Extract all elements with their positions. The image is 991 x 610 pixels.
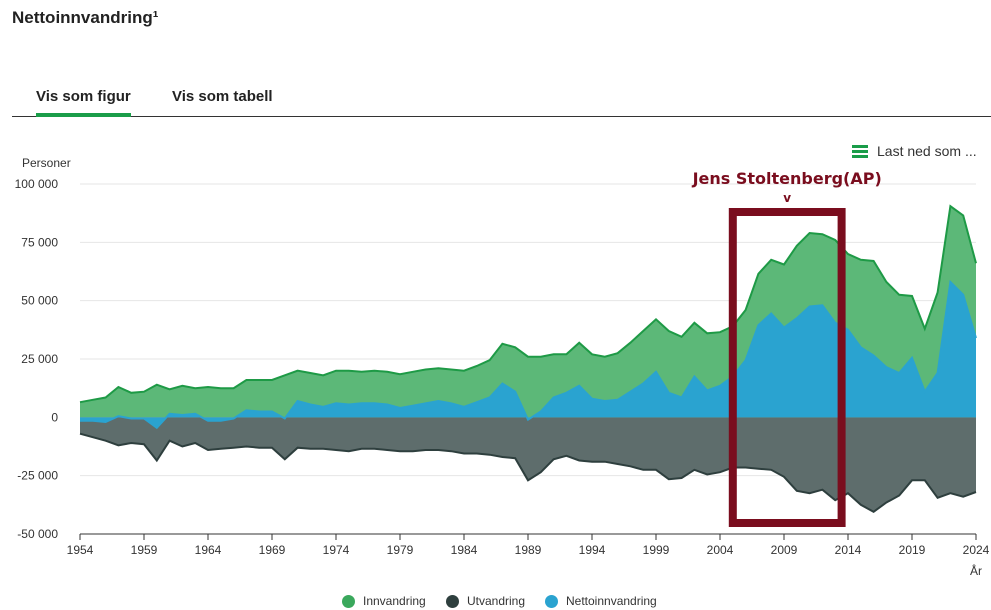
x-tick-label: 2024	[963, 543, 990, 557]
legend-label: Innvandring	[363, 594, 426, 608]
tab-table[interactable]: Vis som tabell	[172, 88, 273, 105]
annotation-label: Jens Stoltenberg(AP)	[692, 169, 882, 188]
legend-label: Utvandring	[467, 594, 526, 608]
page-title: Nettoinnvandring¹	[12, 8, 159, 27]
annotation-box	[728, 208, 846, 527]
x-tick-label: 1959	[131, 543, 158, 557]
x-tick-label: 1974	[323, 543, 350, 557]
chart: 100 000 75 000 50 000 25 000 0 -25 000 -50 000…	[15, 156, 990, 578]
tab-figure[interactable]: Vis som figur	[36, 88, 131, 117]
y-tick-label: -50 000	[17, 527, 58, 541]
x-axis-label: År	[970, 563, 982, 578]
y-axis-label: Personer	[22, 156, 71, 170]
y-tick-label: 75 000	[21, 235, 58, 249]
legend-item-utvandring[interactable]: Utvandring	[446, 594, 525, 608]
download-menu-button[interactable]: Last ned som ...	[852, 143, 977, 159]
x-tick-label: 1984	[451, 543, 478, 557]
series-line-nettoinnvandring	[80, 279, 977, 430]
y-tick-label: 0	[51, 410, 58, 424]
annotation-arrow: v	[783, 191, 791, 205]
x-tick-label: 1964	[195, 543, 222, 557]
legend-dot-icon	[446, 594, 459, 608]
x-tick-label: 2019	[899, 543, 926, 557]
view-tabs: Vis som figur Vis som tabell	[12, 86, 991, 117]
x-tick-label: 1999	[643, 543, 670, 557]
legend-item-innvandring[interactable]: Innvandring	[342, 594, 426, 608]
y-tick-label: 25 000	[21, 352, 58, 366]
y-tick-label: 50 000	[21, 294, 58, 308]
series-line-utvandring	[79, 432, 977, 513]
x-tick-label: 2004	[707, 543, 734, 557]
series-area-utvandring	[80, 417, 976, 512]
x-tick-label: 2009	[771, 543, 798, 557]
download-label: Last ned som ...	[877, 143, 977, 159]
x-tick-label: 1979	[387, 543, 414, 557]
y-tick-label: -25 000	[17, 469, 58, 483]
legend-label: Nettoinnvandring	[566, 594, 657, 608]
series-area-nettoinnvandring	[80, 282, 976, 428]
legend-dot-icon	[342, 594, 355, 608]
x-tick-label: 1994	[579, 543, 606, 557]
x-tick-label: 1989	[515, 543, 542, 557]
series-line-innvandring	[79, 204, 977, 404]
x-tick-label: 2014	[835, 543, 862, 557]
x-tick-label: 1954	[67, 543, 94, 557]
legend-dot-icon	[545, 594, 558, 608]
y-tick-label: 100 000	[15, 177, 59, 191]
legend-item-nettoinnvandring[interactable]: Nettoinnvandring	[545, 594, 657, 608]
hamburger-menu-icon	[852, 144, 868, 158]
x-tick-label: 1969	[259, 543, 286, 557]
chart-legend: Innvandring Utvandring Nettoinnvandring	[0, 594, 991, 610]
